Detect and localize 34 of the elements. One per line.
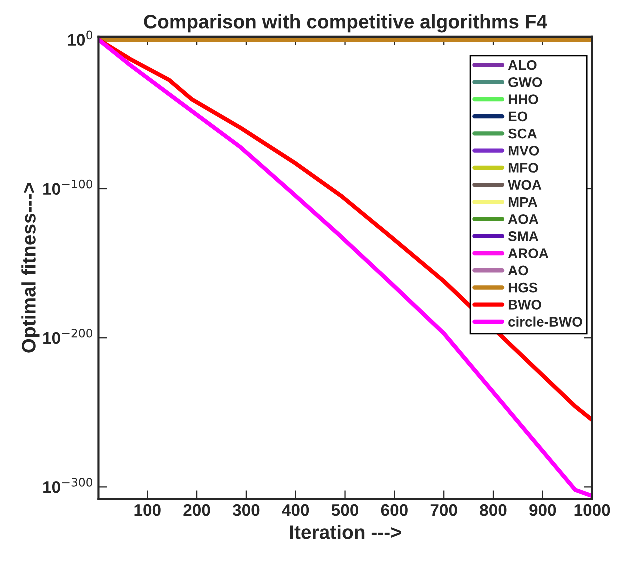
legend-label: EO — [508, 112, 528, 122]
x-tick-label: 100 — [134, 504, 161, 516]
x-tick-label: 900 — [530, 504, 556, 516]
y-tick-label: 10$^{−300}$ — [44, 478, 92, 494]
legend-label: HHO — [508, 94, 538, 104]
y-tick-label: 10$^{−100}$ — [44, 180, 92, 196]
legend-label: HGS — [508, 282, 538, 293]
legend-label: SCA — [508, 128, 538, 139]
legend-label: AOA — [508, 214, 539, 224]
legend-label: MVO — [508, 146, 540, 156]
x-tick-label: 200 — [184, 504, 210, 516]
x-tick-label: 700 — [430, 504, 458, 516]
legend-label: WOA — [508, 180, 542, 190]
x-tick-label: 1000 — [574, 504, 610, 516]
legend-label: GWO — [508, 78, 542, 88]
legend-label: AO — [508, 266, 528, 276]
legend-label: MPA — [508, 197, 538, 208]
legend-label: ALO — [508, 60, 537, 70]
line-series — [98, 38, 592, 498]
x-tick-label: 600 — [381, 504, 408, 516]
y-axis-title: Optimal fitness---> — [22, 183, 40, 353]
legend-label: BWO — [508, 300, 542, 310]
legend-label: AROA — [508, 248, 549, 258]
legend-label: SMA — [508, 232, 539, 242]
chart-title: Comparison with competitive algorithms F4 — [144, 14, 548, 33]
x-tick-label: 400 — [282, 504, 310, 516]
x-tick-label: 800 — [480, 504, 507, 516]
legend-label: MFO — [508, 163, 538, 173]
legend-label: circle-BWO — [508, 316, 582, 327]
x-tick-label: 500 — [332, 504, 358, 516]
x-axis-title: Iteration ---> — [290, 525, 402, 540]
x-tick-label: 300 — [232, 504, 260, 516]
y-tick-label: 10$^{−200}$ — [44, 328, 92, 344]
y-tick-label: 10$^{0}$ — [68, 30, 93, 46]
